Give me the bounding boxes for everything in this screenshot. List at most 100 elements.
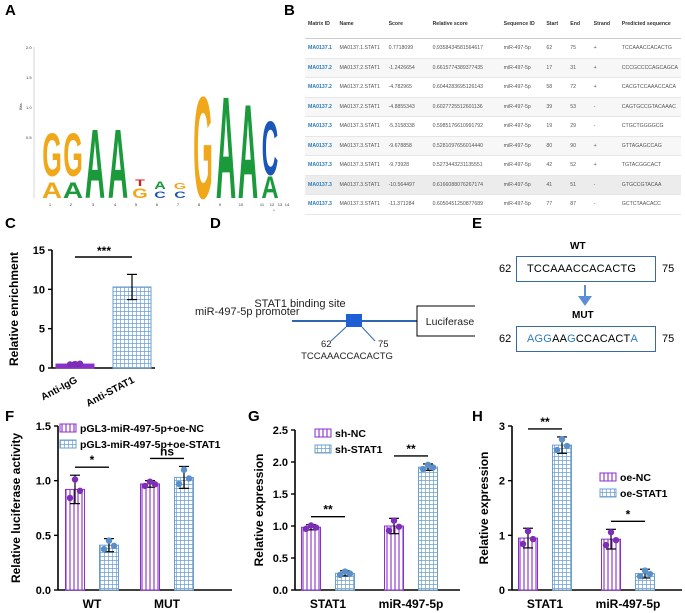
legend-swatch [599, 472, 617, 482]
logo-letter-g: G [63, 120, 83, 189]
logo-letter-t: T [135, 177, 145, 188]
data-point [151, 481, 159, 488]
data-point [607, 529, 615, 536]
logo-letter-g: A [42, 179, 62, 204]
mutated-bases: AGG [527, 333, 553, 345]
bar [65, 488, 85, 591]
y-tick-label: 0.0 [36, 585, 51, 597]
matrix-id-cell[interactable]: MA0137.2 [305, 58, 337, 78]
matrix-id-cell[interactable]: MA0137.2 [305, 97, 337, 117]
legend-swatch [59, 439, 77, 449]
logo-pos: 8 [198, 202, 201, 207]
col-header[interactable]: End [567, 10, 591, 39]
luciferase-label: Luciferase [426, 316, 475, 328]
data-point [141, 482, 149, 490]
col-header[interactable]: Name [336, 10, 386, 39]
luciferase-box [416, 305, 475, 337]
data-point [180, 466, 188, 473]
data-point [175, 480, 183, 488]
predicted-sequence-cell: CACGTCCAAACCACA [618, 77, 681, 98]
y-tick-label: 0 [39, 363, 45, 375]
table-row[interactable]: MA0137.3 MA0137.3.STAT1 -10.564497 0.616608… [305, 175, 681, 195]
panel-label-c: C [5, 215, 16, 232]
col-header[interactable]: Sequence ID [500, 10, 544, 39]
matrix-id-cell[interactable]: MA0137.3 [305, 175, 337, 195]
wt-sequence: TCCAAACCACACTG [516, 256, 656, 282]
binding-sequence: TCCAAACCACACTG [301, 351, 393, 362]
mutated-bases: A [630, 333, 639, 345]
table-row[interactable]: MA0137.3 MA0137.3.STAT1 -11.371284 0.605045… [305, 194, 681, 215]
matrix-id-cell[interactable]: MA0137.3 [305, 116, 337, 137]
col-header[interactable]: Predicted sequence [618, 10, 681, 39]
binding-site-box [346, 314, 362, 327]
y-axis-label: Relative expression [477, 452, 491, 565]
end-cell: 75 [567, 38, 591, 59]
matrix-id-cell[interactable]: MA0137.3 [305, 194, 337, 215]
col-header[interactable]: Start [543, 10, 568, 39]
significance-label: ** [323, 503, 333, 517]
data-point [76, 360, 84, 367]
y-tick-label: 1 [499, 530, 505, 542]
name-cell: MA0137.3.STAT1 [336, 136, 386, 156]
data-point [146, 478, 154, 485]
table-row[interactable]: MA0137.1 MA0137.1.STAT1 0.7718099 0.9358434… [305, 38, 681, 59]
end-cell: 51 [567, 175, 591, 195]
chart-g: 0.0 0.5 1.0 1.5 2.0 2.5 Relative expression STA… [252, 425, 460, 611]
significance-label: * [90, 453, 95, 467]
col-header[interactable]: Strand [590, 10, 619, 39]
name-cell: MA0137.3.STAT1 [336, 155, 386, 176]
table-row[interactable]: MA0137.2 MA0137.2.STAT1 -4.8855343 0.602772… [305, 97, 681, 117]
logo-pos: 12 [270, 202, 275, 207]
start-cell: 19 [543, 116, 568, 137]
y-tick-label: 3 [499, 421, 505, 433]
logo-letter-a: A [85, 111, 105, 215]
data-point [429, 464, 437, 471]
panel-label-g: G [248, 408, 260, 425]
col-header[interactable]: Score [385, 10, 430, 39]
y-axis-label: Relative luciferase activity [9, 433, 23, 583]
table-row[interactable]: MA0137.3 MA0137.3.STAT1 -9.678858 0.5281097… [305, 136, 681, 156]
bar [384, 525, 404, 591]
sequence-id-cell: miR-497-5p [500, 136, 544, 156]
y-tick-label: 10 [33, 284, 45, 296]
data-point [76, 487, 84, 495]
relative-score-cell: 0.5281097656014440 [429, 136, 501, 156]
x-tick-label: Anti-IgG [39, 375, 79, 403]
matrix-id-cell[interactable]: MA0137.2 [305, 77, 337, 98]
matrix-id-cell[interactable]: MA0137.1 [305, 38, 337, 59]
logo-pos: 9 [219, 202, 222, 207]
binding-site-label: STAT1 binding site [254, 298, 345, 310]
data-point [553, 446, 561, 454]
matrix-id-cell[interactable]: MA0137.3 [305, 155, 337, 176]
col-header[interactable]: Relative score [429, 10, 501, 39]
data-point [385, 527, 393, 534]
data-point [312, 524, 320, 531]
table-row[interactable]: MA0137.2 MA0137.2.STAT1 -1.2426654 0.661577… [305, 58, 681, 78]
bar [112, 286, 152, 369]
mutation-panel: WT 62 TCCAAACCACACTG 75 MUT 62 AGG AA G CCA… [487, 215, 682, 410]
sequence-id-cell: miR-497-5p [500, 97, 544, 117]
start-cell: 39 [543, 97, 568, 117]
legend-swatch [314, 444, 332, 454]
col-header[interactable]: Matrix ID [305, 10, 337, 39]
table-row[interactable]: MA0137.3 MA0137.3.STAT1 -5.3158338 0.598517… [305, 116, 681, 137]
table-row[interactable]: MA0137.3 MA0137.3.STAT1 -9.73928 0.52734432… [305, 155, 681, 176]
start-cell: 58 [543, 77, 568, 98]
start-cell: 17 [543, 58, 568, 78]
matrix-id-cell[interactable]: MA0137.3 [305, 136, 337, 156]
logo-ytick: 1.0 [26, 105, 32, 110]
promoter-diagram: STAT1 binding site miR-497-5p promoter 6… [195, 298, 475, 362]
relative-score-cell: 0.6615774389377435 [429, 58, 501, 78]
score-cell: -9.73928 [385, 155, 430, 176]
strand-cell: - [590, 116, 619, 137]
table-row[interactable]: MA0137.2 MA0137.2.STAT1 -4.782965 0.6044283… [305, 77, 681, 98]
data-point [105, 537, 113, 544]
legend-label: sh-STAT1 [335, 444, 383, 456]
chart-h: 0 1 2 3 Relative expression STAT1 ** miR-497-5p… [477, 415, 682, 611]
logo-pos: 13 [278, 202, 283, 207]
pos-start: 62 [321, 339, 332, 350]
panel-label-b: B [284, 2, 295, 19]
y-tick-label: 15 [33, 245, 45, 257]
name-cell: MA0137.3.STAT1 [336, 194, 386, 215]
sequence-id-cell: miR-497-5p [500, 175, 544, 195]
